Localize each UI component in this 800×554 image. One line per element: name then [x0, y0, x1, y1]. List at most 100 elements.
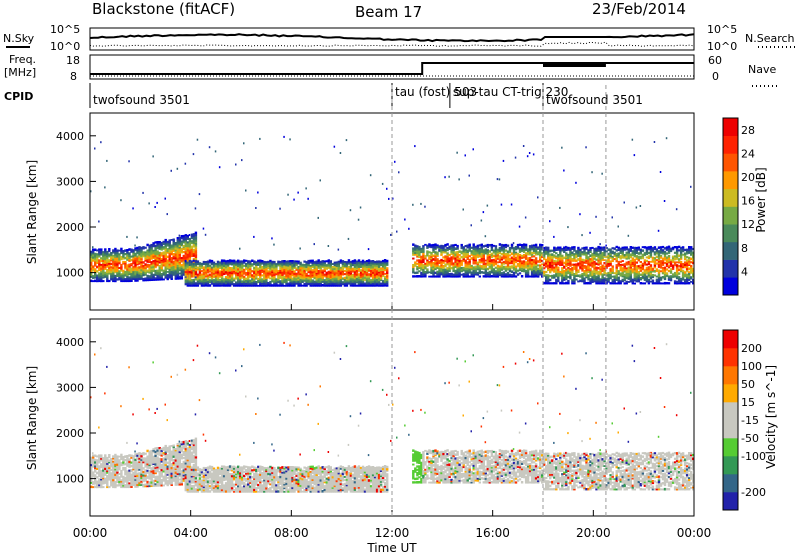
- power-cell: [106, 250, 109, 254]
- power-cell: [464, 273, 467, 276]
- power-cell: [605, 272, 608, 275]
- power-cell: [635, 257, 639, 260]
- power-cell: [202, 274, 206, 278]
- power-cell: [216, 280, 220, 284]
- power-cell: [685, 275, 689, 277]
- power-cell: [492, 273, 496, 276]
- power-cell: [307, 276, 310, 279]
- power-cell: [490, 254, 494, 257]
- power-cell: [492, 260, 496, 263]
- power-cell: [216, 276, 220, 280]
- power-cell: [241, 284, 244, 287]
- power-cell: [679, 246, 683, 250]
- power-cell: [569, 250, 572, 253]
- power-cell: [170, 270, 173, 273]
- power-cell: [516, 254, 520, 257]
- power-cell: [279, 264, 282, 267]
- power-cell: [305, 281, 308, 284]
- power-cell: [679, 255, 683, 258]
- power-cell: [321, 264, 324, 267]
- power-cell: [688, 248, 691, 251]
- power-cell: [192, 234, 196, 238]
- power-cell: [615, 259, 618, 263]
- power-cell: [369, 271, 373, 274]
- power-cell: [271, 265, 274, 268]
- power-cell: [188, 257, 192, 260]
- power-cell: [263, 284, 266, 287]
- velocity-cell: [126, 474, 129, 477]
- power-cell: [214, 275, 218, 278]
- power-cell: [567, 257, 570, 260]
- power-cell: [216, 275, 220, 278]
- power-cell: [186, 236, 190, 239]
- power-cell: [104, 261, 107, 264]
- power-cell: [152, 249, 155, 252]
- power-cell: [434, 259, 437, 262]
- power-cell: [466, 251, 469, 253]
- power-cell: [551, 253, 554, 256]
- power-cell: [327, 245, 330, 247]
- power-cell: [476, 261, 480, 264]
- power-cell: [671, 255, 675, 258]
- power-cell: [565, 273, 568, 276]
- power-cell: [122, 275, 125, 278]
- power-cell: [164, 241, 167, 244]
- velocity-cell: [140, 460, 143, 463]
- power-cell: [243, 277, 246, 280]
- velocity-cell: [148, 458, 151, 461]
- velocity-cell: [114, 468, 117, 471]
- power-cell: [347, 267, 351, 271]
- power-cell: [222, 263, 226, 266]
- velocity-cell: [116, 481, 119, 483]
- power-cell: [331, 284, 335, 287]
- power-cell: [605, 266, 608, 269]
- power-cell: [448, 257, 451, 260]
- power-cell: [130, 278, 133, 281]
- power-cell: [472, 260, 475, 263]
- power-cell: [657, 246, 661, 249]
- power-cell: [677, 249, 681, 252]
- power-cell: [184, 266, 188, 268]
- power-cell: [633, 260, 637, 263]
- power-cell: [665, 282, 669, 285]
- power-cell: [353, 265, 357, 268]
- power-cell: [289, 272, 292, 276]
- power-cell: [474, 251, 477, 254]
- power-cell: [603, 259, 606, 261]
- power-cell: [524, 247, 528, 250]
- power-cell: [355, 271, 359, 275]
- power-cell: [168, 251, 171, 254]
- power-cell: [375, 262, 379, 265]
- power-cell: [571, 248, 574, 250]
- power-cell: [257, 261, 260, 264]
- power-cell: [343, 270, 347, 272]
- power-cell: [122, 260, 125, 264]
- power-cell: [690, 270, 693, 273]
- power-cell: [92, 276, 95, 279]
- power-cell: [643, 273, 647, 276]
- power-cell: [345, 139, 348, 142]
- power-cell: [633, 253, 637, 256]
- power-cell: [607, 271, 610, 275]
- power-cell: [537, 274, 540, 277]
- power-cell: [212, 269, 216, 272]
- power-cell: [454, 247, 457, 250]
- power-cell: [196, 280, 200, 284]
- power-cell: [480, 252, 484, 255]
- power-cell: [647, 261, 651, 264]
- power-cell: [184, 240, 188, 243]
- power-cell: [446, 257, 449, 260]
- power-cell: [353, 276, 357, 280]
- power-cell: [611, 282, 614, 285]
- velocity-cell: [140, 454, 143, 458]
- power-cell: [269, 259, 272, 262]
- power-cell: [482, 264, 486, 267]
- power-cell: [488, 273, 492, 277]
- velocity-cell: [94, 479, 97, 482]
- power-cell: [625, 270, 628, 273]
- power-cell: [488, 253, 492, 256]
- power-cell: [649, 254, 653, 257]
- power-cell: [609, 253, 612, 256]
- power-cell: [559, 270, 562, 273]
- power-cell: [146, 269, 149, 272]
